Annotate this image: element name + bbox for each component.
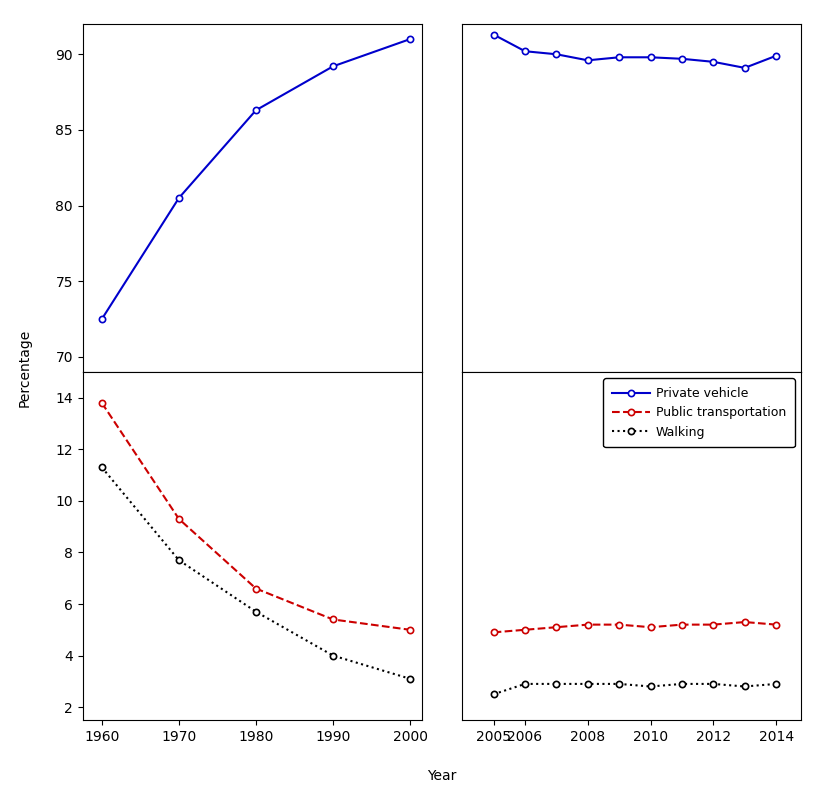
Public transportation: [520, 625, 530, 634]
Walking: [709, 679, 719, 689]
Walking: [583, 679, 593, 689]
Walking: [740, 682, 750, 691]
Walking: [677, 679, 687, 689]
Walking: [771, 679, 781, 689]
Public transportation: [552, 622, 562, 632]
Walking: [489, 690, 499, 699]
Line: Public transportation: Public transportation: [491, 619, 779, 635]
Public transportation: [489, 627, 499, 637]
Public transportation: [615, 620, 624, 630]
Walking: [646, 682, 656, 691]
Legend: Private vehicle, Public transportation, Walking: Private vehicle, Public transportation, …: [604, 378, 795, 447]
Public transportation: [646, 622, 656, 632]
Public transportation: [677, 620, 687, 630]
Text: Year: Year: [427, 769, 457, 783]
Public transportation: [771, 620, 781, 630]
Walking: [615, 679, 624, 689]
Public transportation: [583, 620, 593, 630]
Text: Percentage: Percentage: [18, 329, 31, 407]
Walking: [520, 679, 530, 689]
Public transportation: [709, 620, 719, 630]
Line: Walking: Walking: [491, 681, 779, 698]
Public transportation: [740, 618, 750, 627]
Walking: [552, 679, 562, 689]
